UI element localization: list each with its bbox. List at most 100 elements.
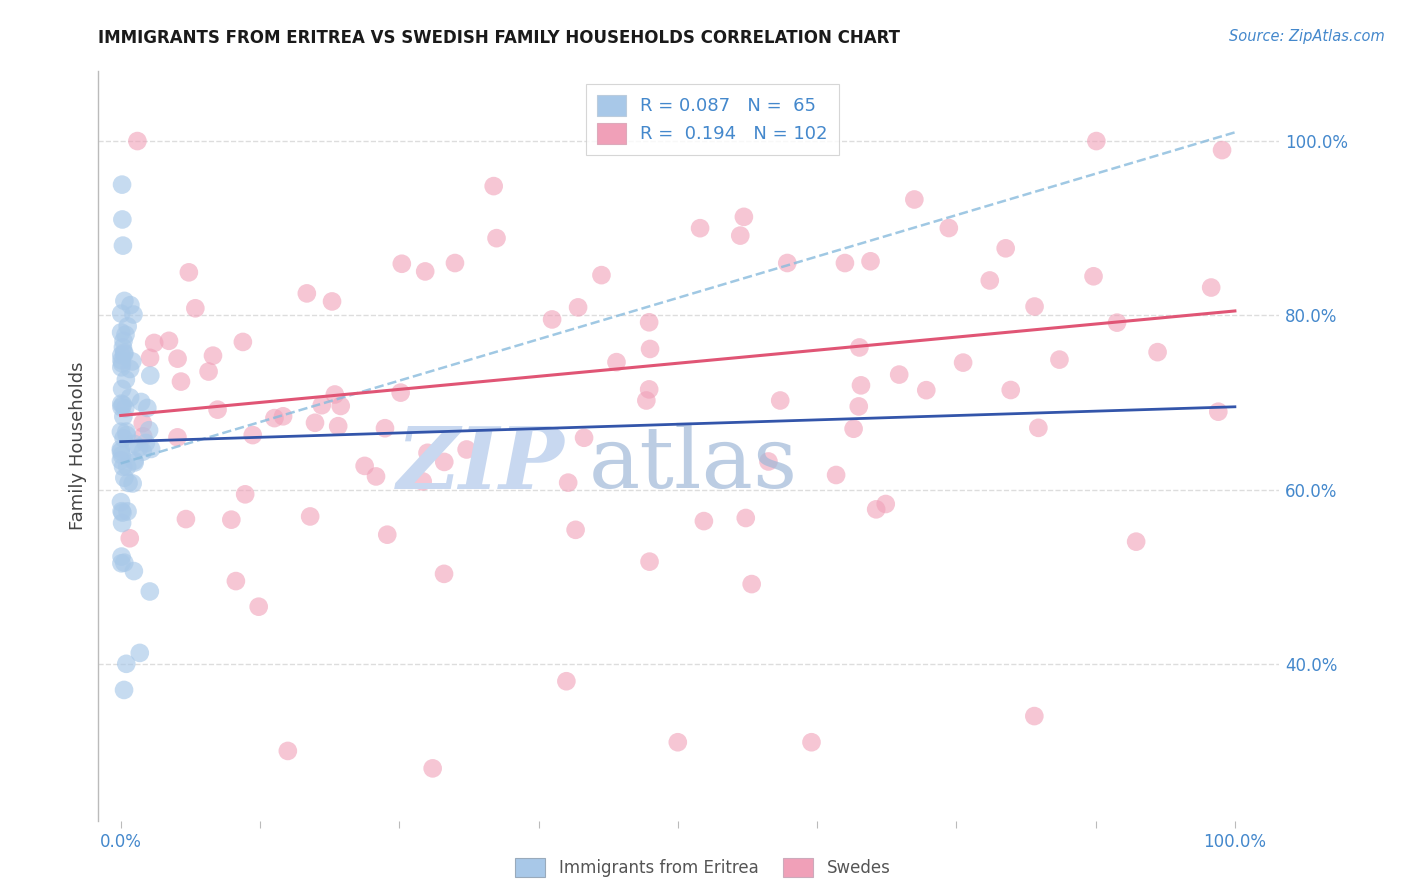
Point (1211, 143, 1233, 157)
Point (741, 577, 763, 591)
Point (115, 373, 138, 387)
Point (776, 256, 799, 270)
Point (112, 431, 135, 445)
Point (979, 273, 1001, 287)
Point (329, 399, 352, 413)
Point (849, 378, 872, 392)
Point (139, 368, 162, 383)
Point (132, 444, 155, 458)
Point (114, 327, 136, 342)
Point (139, 442, 162, 456)
Point (456, 442, 478, 457)
Point (110, 307, 132, 321)
Point (482, 179, 505, 194)
Point (952, 356, 974, 370)
Point (444, 256, 467, 270)
Point (132, 429, 155, 443)
Point (730, 228, 752, 243)
Point (111, 504, 134, 518)
Point (112, 334, 135, 348)
Point (233, 487, 256, 501)
Point (110, 353, 132, 368)
Point (117, 319, 139, 334)
Point (311, 398, 333, 412)
Point (174, 512, 197, 526)
Point (122, 564, 145, 578)
Point (412, 475, 434, 489)
Point (572, 431, 595, 445)
Point (111, 238, 134, 252)
Point (197, 365, 219, 379)
Text: ZIP: ZIP (396, 423, 565, 507)
Point (485, 231, 508, 245)
Point (232, 334, 254, 349)
Point (903, 193, 925, 207)
Point (541, 312, 564, 326)
Point (842, 422, 865, 436)
Point (111, 506, 134, 520)
Point (416, 446, 439, 460)
Point (413, 264, 436, 278)
Point (112, 409, 135, 424)
Point (132, 416, 155, 430)
Point (117, 504, 139, 518)
Point (112, 345, 135, 359)
Point (111, 516, 134, 530)
Point (121, 354, 143, 368)
Point (124, 453, 146, 467)
Point (112, 459, 135, 474)
Point (110, 425, 132, 439)
Point (889, 368, 911, 382)
Point (112, 471, 135, 485)
Point (135, 436, 157, 450)
Point (110, 453, 132, 467)
Point (112, 347, 135, 361)
Point (1083, 269, 1105, 284)
Point (128, 441, 150, 455)
Point (221, 513, 243, 527)
Point (433, 455, 456, 469)
Point (110, 326, 132, 340)
Point (848, 400, 870, 414)
Point (733, 210, 755, 224)
Point (111, 398, 134, 412)
Point (636, 393, 658, 408)
Point (734, 511, 756, 525)
Point (115, 459, 138, 474)
Point (1105, 316, 1128, 330)
Point (111, 356, 134, 370)
Point (110, 400, 132, 414)
Point (115, 425, 138, 439)
Point (263, 411, 285, 425)
Point (1085, 134, 1108, 148)
Point (111, 178, 134, 192)
Point (638, 315, 661, 329)
Point (139, 351, 162, 365)
Point (143, 335, 166, 350)
Point (225, 574, 247, 588)
Point (139, 584, 162, 599)
Point (328, 419, 350, 434)
Point (120, 298, 142, 312)
Point (118, 531, 141, 545)
Point (295, 286, 318, 301)
Point (374, 421, 396, 435)
Point (166, 351, 188, 366)
Point (207, 402, 229, 417)
Point (247, 599, 270, 614)
Point (110, 360, 132, 375)
Point (994, 241, 1017, 255)
Point (1024, 709, 1046, 723)
Point (127, 134, 149, 148)
Point (112, 682, 135, 697)
Point (157, 334, 180, 348)
Point (136, 401, 159, 415)
Point (110, 557, 132, 571)
Point (353, 458, 375, 473)
Point (111, 382, 134, 396)
Point (557, 475, 579, 490)
Point (1208, 405, 1230, 419)
Text: Source: ZipAtlas.com: Source: ZipAtlas.com (1229, 29, 1385, 44)
Point (689, 221, 711, 235)
Point (112, 556, 135, 570)
